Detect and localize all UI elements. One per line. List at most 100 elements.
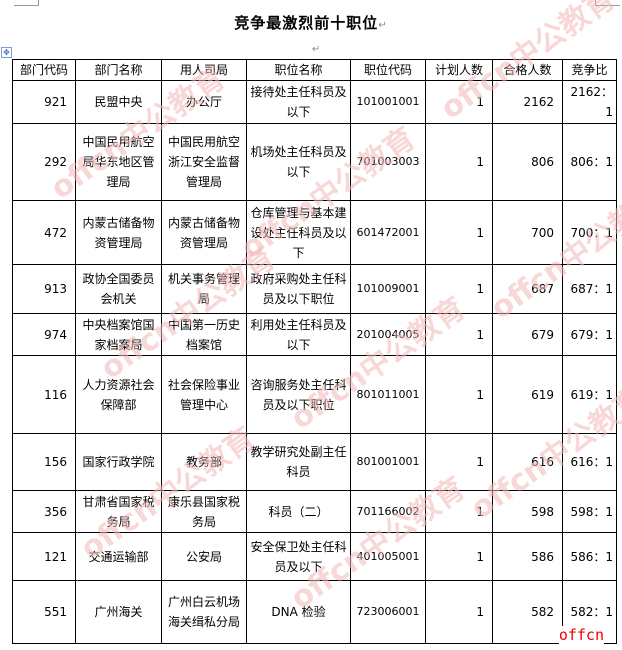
column-header: 部门代码 [12,59,76,81]
table-cell-合格人数: 586 [492,532,563,581]
table-cell-部门名称: 交通运输部 [75,532,162,581]
table-cell-合格人数: 582 [492,580,563,644]
table-cell-计划人数: 1 [425,264,493,314]
table-cell-计划人数: 1 [425,490,493,533]
table-cell-部门名称: 内蒙古储备物资管理局 [75,200,162,265]
table-row: 116 人力资源社会保障部 社会保险事业管理中心 咨询服务处主任科员及以下职位 8010… [12,355,617,434]
table-cell-合格人数: 2162 [492,80,563,124]
table-cell-职位名称: 咨询服务处主任科员及以下职位 [246,355,351,434]
table-cell-部门代码: 551 [12,580,76,644]
table-move-handle-icon[interactable]: ✥ [1,47,12,58]
table-cell-职位代码: 201004005 [350,313,426,356]
column-header: 计划人数 [425,59,493,81]
table-cell-部门名称: 甘肃省国家税务局 [75,490,162,533]
table-cell-部门代码: 913 [12,264,76,314]
table-cell-职位代码: 723006001 [350,580,426,644]
table-cell-竞争比: 616：1 [562,433,617,491]
table-cell-竞争比: 806：1 [562,123,617,201]
table-cell-合格人数: 616 [492,433,563,491]
table-cell-计划人数: 1 [425,313,493,356]
table-cell-部门代码: 156 [12,433,76,491]
table-cell-部门名称: 民盟中央 [75,80,162,124]
column-header: 合格人数 [492,59,563,81]
table-cell-部门名称: 广州海关 [75,580,162,644]
table-cell-用人司局: 中国第一历史档案馆 [161,313,247,356]
table-cell-职位名称: 利用处主任科员及以下 [246,313,351,356]
table-cell-职位名称: 政府采购处主任科员及以下职位 [246,264,351,314]
table-header-row: 部门代码 部门名称 用人司局 职位名称 职位代码 计划人数 合格人数 竞争比 [12,59,617,81]
table-cell-职位名称: 接待处主任科员及以下 [246,80,351,124]
paragraph-mark: ↵ [312,44,321,55]
table-cell-职位名称: 机场处主任科员及以下 [246,123,351,201]
table-cell-用人司局: 机关事务管理局 [161,264,247,314]
table-cell-计划人数: 1 [425,580,493,644]
table-row: 921 民盟中央 办公厅 接待处主任科员及以下 101001001 1 2162 2162：1 [12,80,617,124]
table-cell-职位名称: 安全保卫处主任科员及以下 [246,532,351,581]
table-row: 356 甘肃省国家税务局 康乐县国家税务局 科员（二） 701166002 1 598 598… [12,490,617,533]
document-title: 竞争最激烈前十职位↵ [234,14,388,32]
table-cell-用人司局: 广州白云机场海关缉私分局 [161,580,247,644]
table-row: 472 内蒙古储备物资管理局 内蒙古储备物资管理局 仓库管理与基本建设处主任科员及以下… [12,200,617,265]
table-cell-用人司局: 公安局 [161,532,247,581]
table-cell-职位代码: 701166002 [350,490,426,533]
table-cell-计划人数: 1 [425,532,493,581]
table-cell-部门代码: 921 [12,80,76,124]
table-cell-部门名称: 国家行政学院 [75,433,162,491]
table-cell-合格人数: 700 [492,200,563,265]
table-cell-计划人数: 1 [425,355,493,434]
table-cell-计划人数: 1 [425,123,493,201]
table-cell-职位名称: DNA 检验 [246,580,351,644]
column-header: 用人司局 [161,59,247,81]
table-cell-合格人数: 806 [492,123,563,201]
table-cell-计划人数: 1 [425,80,493,124]
table-cell-竞争比: 700：1 [562,200,617,265]
table-cell-职位代码: 701003003 [350,123,426,201]
page-corner-mark [14,0,39,6]
table-cell-职位代码: 601472001 [350,200,426,265]
table-cell-职位代码: 401005001 [350,532,426,581]
table-row: 156 国家行政学院 教务部 教学研究处副主任科员 801001001 1 616 616：1 [12,433,617,491]
table-cell-部门代码: 356 [12,490,76,533]
table-cell-合格人数: 598 [492,490,563,533]
table-cell-竞争比: 679：1 [562,313,617,356]
column-header: 部门名称 [75,59,162,81]
table-cell-部门名称: 中国民用航空局华东地区管理局 [75,123,162,201]
table-cell-职位代码: 801001001 [350,433,426,491]
positions-table: 部门代码 部门名称 用人司局 职位名称 职位代码 计划人数 合格人数 竞争比 921 民盟中央办… [12,59,617,644]
table-cell-部门名称: 人力资源社会保障部 [75,355,162,434]
table-cell-部门名称: 中央档案馆国家档案局 [75,313,162,356]
column-header: 竞争比 [562,59,617,81]
table-cell-用人司局: 办公厅 [161,80,247,124]
table-cell-用人司局: 内蒙古储备物资管理局 [161,200,247,265]
table-cell-职位名称: 仓库管理与基本建设处主任科员及以下 [246,200,351,265]
table-cell-用人司局: 教务部 [161,433,247,491]
table-cell-部门代码: 116 [12,355,76,434]
table-cell-部门代码: 472 [12,200,76,265]
table-cell-用人司局: 中国民用航空浙江安全监督管理局 [161,123,247,201]
table-cell-职位名称: 科员（二） [246,490,351,533]
table-cell-部门代码: 974 [12,313,76,356]
table-row: 551 广州海关 广州白云机场海关缉私分局 DNA 检验 723006001 1 582 58… [12,580,617,644]
table-cell-竞争比: 2162：1 [562,80,617,124]
table-cell-职位代码: 101009001 [350,264,426,314]
table-cell-部门代码: 292 [12,123,76,201]
table-cell-计划人数: 1 [425,433,493,491]
table-row: 121 交通运输部 公安局 安全保卫处主任科员及以下 401005001 1 586 586：… [12,532,617,581]
offcn-logo: offcn [558,626,604,644]
table-cell-计划人数: 1 [425,200,493,265]
table-cell-竞争比: 598：1 [562,490,617,533]
table-row: 974 中央档案馆国家档案局 中国第一历史档案馆 利用处主任科员及以下 20100400… [12,313,617,356]
table-cell-职位代码: 801011001 [350,355,426,434]
table-cell-合格人数: 679 [492,313,563,356]
table-cell-竞争比: 619：1 [562,355,617,434]
table-cell-合格人数: 687 [492,264,563,314]
table-cell-竞争比: 586：1 [562,532,617,581]
column-header: 职位名称 [246,59,351,81]
table-row: 913 政协全国委员会机关 机关事务管理局 政府采购处主任科员及以下职位 1010090… [12,264,617,314]
table-cell-部门名称: 政协全国委员会机关 [75,264,162,314]
table-cell-部门代码: 121 [12,532,76,581]
table-cell-用人司局: 社会保险事业管理中心 [161,355,247,434]
table-cell-职位名称: 教学研究处副主任科员 [246,433,351,491]
page-corner-mark [595,0,620,6]
table-cell-合格人数: 619 [492,355,563,434]
